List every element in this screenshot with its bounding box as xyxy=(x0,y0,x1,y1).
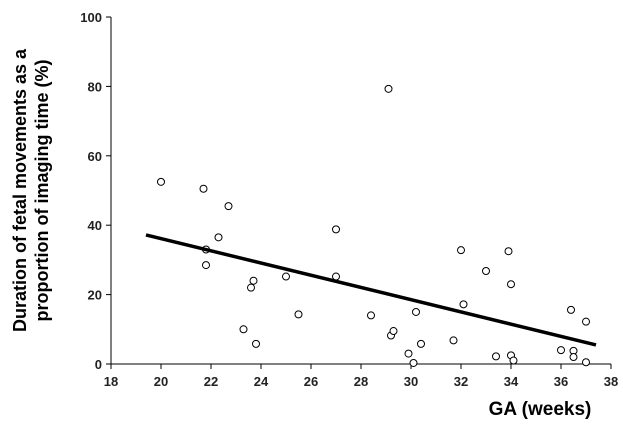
x-tick-label: 22 xyxy=(204,374,218,389)
x-tick-label: 36 xyxy=(554,374,568,389)
data-point xyxy=(199,184,208,193)
data-point xyxy=(157,177,165,186)
data-point xyxy=(567,305,575,314)
x-tick-label: 26 xyxy=(304,374,318,389)
data-point xyxy=(459,300,468,309)
data-point xyxy=(367,311,375,320)
data-point xyxy=(482,267,490,276)
data-point xyxy=(417,339,425,348)
data-point xyxy=(582,358,590,367)
data-point xyxy=(282,272,290,281)
data-point xyxy=(504,247,513,256)
y-tick-label: 0 xyxy=(95,357,102,372)
y-tick-label: 100 xyxy=(80,10,102,25)
data-point xyxy=(412,307,420,316)
x-tick-label: 28 xyxy=(354,374,368,389)
y-tick-label: 20 xyxy=(88,288,102,303)
y-axis-title: Duration of fetal movements as a proport… xyxy=(10,48,52,332)
data-point xyxy=(332,225,340,234)
y-axis-ticks: 0 20 40 60 80 100 xyxy=(80,10,111,372)
data-point xyxy=(449,336,458,345)
trend-line xyxy=(145,233,597,347)
data-point xyxy=(409,358,418,367)
x-tick-label: 30 xyxy=(404,374,418,389)
y-axis-title-line-2: proportion of imaging time (%) xyxy=(32,60,52,322)
data-point xyxy=(509,356,518,365)
y-axis-title-line-1: Duration of fetal movements as a xyxy=(10,48,30,332)
x-tick-label: 20 xyxy=(154,374,168,389)
x-axis-ticks: 18 20 22 24 26 28 30 32 34 36 38 xyxy=(104,364,618,389)
x-tick-label: 34 xyxy=(504,374,519,389)
x-axis-title: GA (weeks) xyxy=(489,399,592,420)
data-point xyxy=(389,327,398,336)
x-tick-label: 24 xyxy=(254,374,269,389)
data-point xyxy=(492,352,500,361)
data-point xyxy=(569,353,578,362)
y-tick-label: 80 xyxy=(88,79,102,94)
data-point xyxy=(202,261,210,270)
x-tick-label: 32 xyxy=(454,374,468,389)
data-point xyxy=(582,317,590,326)
data-point xyxy=(247,283,255,292)
data-point xyxy=(214,233,223,242)
data-point xyxy=(507,280,515,289)
data-point xyxy=(239,325,248,334)
data-points xyxy=(157,84,590,367)
data-point xyxy=(457,246,465,255)
data-point xyxy=(224,202,233,211)
data-point xyxy=(249,276,258,285)
data-point xyxy=(557,346,565,355)
y-tick-label: 60 xyxy=(88,149,102,164)
data-point xyxy=(252,339,260,348)
data-point xyxy=(404,349,413,358)
y-tick-label: 40 xyxy=(88,218,102,233)
data-point xyxy=(384,84,393,93)
plot-area: 18 20 22 24 26 28 30 32 34 36 38 0 20 40 60 80 100 xyxy=(80,10,618,389)
x-tick-label: 38 xyxy=(604,374,618,389)
data-point xyxy=(294,310,303,319)
x-tick-label: 18 xyxy=(104,374,118,389)
